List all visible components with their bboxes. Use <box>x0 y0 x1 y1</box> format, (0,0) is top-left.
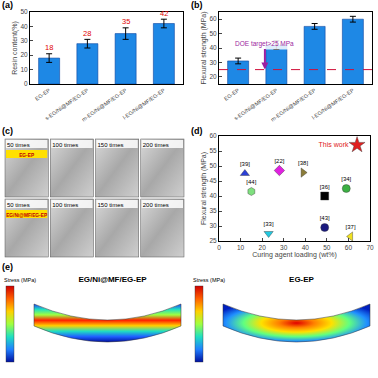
svg-text:50: 50 <box>209 30 217 37</box>
svg-text:18: 18 <box>45 43 53 52</box>
svg-text:42: 42 <box>160 9 168 18</box>
svg-text:Stress (MPa): Stress (MPa) <box>4 277 36 283</box>
html-text:(c): (c) <box>2 126 13 136</box>
svg-text:[37]: [37] <box>346 224 356 230</box>
svg-text:0: 0 <box>24 80 28 87</box>
svg-text:150 times: 150 times <box>98 142 124 148</box>
svg-text:This work: This work <box>319 141 349 148</box>
svg-text:30: 30 <box>209 59 217 66</box>
svg-text:EG/Ni@MF/EG-EP: EG/Ni@MF/EG-EP <box>78 275 147 284</box>
svg-text:60: 60 <box>209 132 217 139</box>
svg-text:[36]: [36] <box>320 184 330 190</box>
svg-text:50 times: 50 times <box>7 142 30 148</box>
svg-text:28: 28 <box>83 29 91 38</box>
svg-text:s-EG/Ni@MF/EG-EP: s-EG/Ni@MF/EG-EP <box>233 87 279 122</box>
svg-text:Flexural strength (MPa): Flexural strength (MPa) <box>200 152 208 225</box>
svg-text:60: 60 <box>345 244 353 251</box>
svg-text:Flexural strength (MPa): Flexural strength (MPa) <box>200 11 208 84</box>
svg-text:EG-EP: EG-EP <box>19 153 35 158</box>
svg-text:40: 40 <box>20 23 28 30</box>
svg-text:s-EG/Ni@MF/EG-EP: s-EG/Ni@MF/EG-EP <box>44 87 90 122</box>
html-text:(e): (e) <box>2 262 13 272</box>
html-text:(a): (a) <box>2 0 13 10</box>
html-text:(d): (d) <box>191 126 203 136</box>
svg-text:50: 50 <box>209 162 217 169</box>
svg-text:[34]: [34] <box>341 176 351 182</box>
svg-text:Curing agent loading (wt%): Curing agent loading (wt%) <box>252 251 336 259</box>
svg-text:60: 60 <box>209 15 217 22</box>
svg-text:50: 50 <box>323 244 331 251</box>
svg-text:25: 25 <box>209 237 217 244</box>
svg-text:EG-EP: EG-EP <box>223 87 241 102</box>
svg-text:l-EG/Ni@MF/EG-EP: l-EG/Ni@MF/EG-EP <box>122 87 167 121</box>
html-text:(b): (b) <box>191 0 203 10</box>
svg-text:40: 40 <box>209 192 217 199</box>
svg-text:45: 45 <box>209 177 217 184</box>
svg-text:35: 35 <box>209 207 217 214</box>
svg-text:55: 55 <box>209 147 217 154</box>
svg-text:EG-EP: EG-EP <box>289 275 315 284</box>
svg-text:[39]: [39] <box>240 161 250 167</box>
svg-text:20: 20 <box>259 244 267 251</box>
svg-text:0: 0 <box>217 244 221 251</box>
svg-text:l-EG/Ni@MF/EG-EP: l-EG/Ni@MF/EG-EP <box>311 87 356 121</box>
svg-text:100 times: 100 times <box>52 202 78 208</box>
svg-text:[43]: [43] <box>320 215 330 221</box>
svg-text:70: 70 <box>366 244 374 251</box>
svg-text:150 times: 150 times <box>98 202 124 208</box>
svg-text:m-EG/Ni@MF/EG-EP: m-EG/Ni@MF/EG-EP <box>270 87 317 123</box>
svg-text:200 times: 200 times <box>143 142 169 148</box>
svg-text:30: 30 <box>20 37 28 44</box>
svg-text:[44]: [44] <box>246 179 256 185</box>
svg-text:EG/Ni@MF/EG-EP: EG/Ni@MF/EG-EP <box>6 213 48 218</box>
svg-text:[38]: [38] <box>298 160 308 166</box>
svg-text:DOE target>25 MPa: DOE target>25 MPa <box>235 40 294 48</box>
svg-text:30: 30 <box>280 244 288 251</box>
svg-text:[33]: [33] <box>264 221 274 227</box>
svg-text:50 times: 50 times <box>7 202 30 208</box>
svg-text:35: 35 <box>122 17 130 26</box>
svg-text:m-EG/Ni@MF/EG-EP: m-EG/Ni@MF/EG-EP <box>81 87 128 123</box>
svg-text:20: 20 <box>20 51 28 58</box>
svg-text:30: 30 <box>209 222 217 229</box>
svg-text:10: 10 <box>237 244 245 251</box>
svg-text:40: 40 <box>209 44 217 51</box>
svg-text:40: 40 <box>302 244 310 251</box>
svg-text:200 times: 200 times <box>143 202 169 208</box>
svg-text:10: 10 <box>20 66 28 73</box>
svg-text:Stress (MPa): Stress (MPa) <box>193 277 225 283</box>
svg-text:EG-EP: EG-EP <box>34 87 52 102</box>
svg-text:50: 50 <box>20 8 28 15</box>
svg-text:Resin content(%): Resin content(%) <box>11 21 19 75</box>
svg-text:20: 20 <box>209 73 217 80</box>
svg-text:100 times: 100 times <box>52 142 78 148</box>
svg-text:[22]: [22] <box>274 158 284 164</box>
